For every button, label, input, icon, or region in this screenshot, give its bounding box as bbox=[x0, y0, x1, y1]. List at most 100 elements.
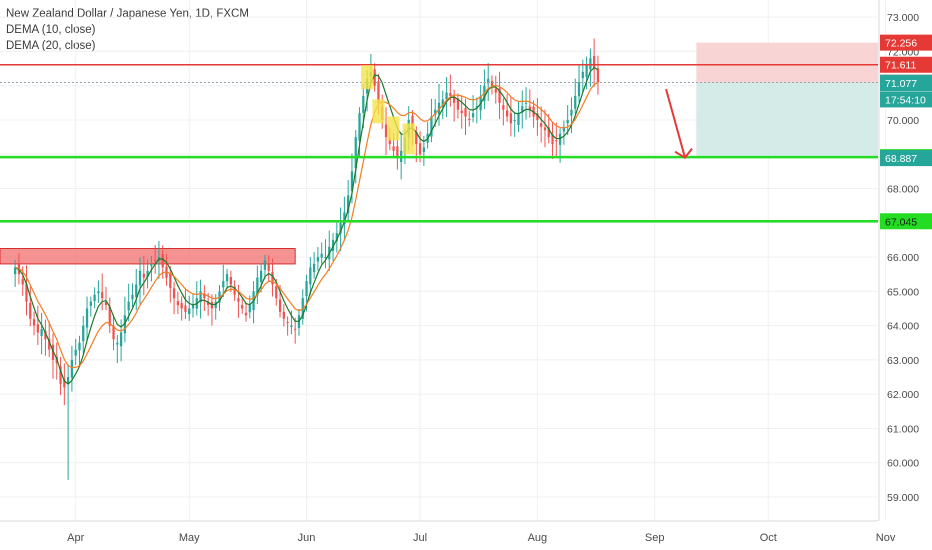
candle-body bbox=[354, 137, 357, 169]
candle-body bbox=[581, 71, 584, 79]
candle-body bbox=[422, 147, 425, 153]
candle-body bbox=[339, 222, 342, 234]
candle-body bbox=[119, 332, 123, 347]
candle-body bbox=[460, 110, 463, 114]
candle-body bbox=[263, 260, 267, 270]
price-tick: 61.000 bbox=[887, 423, 919, 435]
candle-body bbox=[207, 302, 210, 306]
candle-body bbox=[131, 294, 134, 300]
candle-body bbox=[248, 305, 251, 313]
candle-body bbox=[191, 305, 195, 309]
price-label: 71.611 bbox=[885, 60, 916, 72]
price-tick: 73.000 bbox=[887, 12, 919, 24]
candle-body bbox=[74, 349, 77, 356]
candle-body bbox=[286, 322, 289, 324]
candle-body bbox=[127, 301, 130, 311]
price-label: 72.256 bbox=[885, 38, 917, 50]
down-arrow bbox=[665, 88, 686, 158]
price-label-box bbox=[880, 34, 932, 51]
candle-body bbox=[21, 278, 24, 285]
candle-body bbox=[449, 92, 452, 96]
candle-body bbox=[51, 344, 55, 360]
candle-body bbox=[123, 315, 127, 334]
highlight-marker bbox=[361, 65, 374, 90]
candle-body bbox=[464, 108, 467, 117]
candle-body bbox=[267, 263, 270, 271]
highlight-marker bbox=[387, 116, 400, 141]
candle-body bbox=[528, 106, 531, 110]
candle-body bbox=[494, 88, 497, 93]
candle-body bbox=[593, 56, 596, 69]
price-tick: 60.000 bbox=[887, 458, 919, 470]
candle-body bbox=[513, 119, 516, 121]
horizontal-levels bbox=[0, 63, 878, 223]
candle-body bbox=[543, 127, 547, 131]
time-tick: Sep bbox=[645, 532, 665, 544]
candle-body bbox=[305, 281, 308, 297]
candle-body bbox=[498, 88, 501, 103]
candle-body bbox=[48, 338, 51, 350]
candle-body bbox=[59, 366, 62, 384]
candle-body bbox=[161, 254, 164, 268]
candle-body bbox=[271, 271, 274, 285]
candle-body bbox=[25, 283, 28, 302]
candle-body bbox=[154, 259, 157, 261]
price-label-box bbox=[880, 150, 932, 167]
candle-body bbox=[540, 123, 543, 127]
candle-body bbox=[225, 274, 229, 282]
candle-body bbox=[282, 311, 285, 319]
candle-body bbox=[335, 233, 338, 242]
candle-body bbox=[547, 127, 550, 138]
candle-body bbox=[445, 92, 448, 100]
candle-body bbox=[312, 263, 316, 273]
candle-body bbox=[36, 324, 39, 333]
candle-body bbox=[388, 137, 391, 144]
candle-body bbox=[418, 143, 422, 155]
candle-body bbox=[294, 328, 297, 330]
time-tick: Oct bbox=[760, 532, 777, 544]
candle-body bbox=[555, 140, 558, 142]
candle-body bbox=[574, 95, 577, 109]
candle-body bbox=[596, 68, 600, 83]
down-arrow-head bbox=[674, 148, 693, 159]
time-tick: Jun bbox=[298, 532, 316, 544]
price-tick: 63.000 bbox=[887, 355, 919, 367]
candle-body bbox=[44, 330, 47, 340]
candle-body bbox=[142, 273, 145, 278]
time-tick: Nov bbox=[876, 532, 896, 544]
candle-body bbox=[468, 118, 471, 120]
candle-body bbox=[316, 257, 320, 262]
candle-body bbox=[585, 65, 588, 77]
candle-body bbox=[521, 106, 524, 113]
candle-body bbox=[384, 124, 388, 138]
candle-body bbox=[377, 81, 380, 103]
candle-body bbox=[411, 115, 414, 131]
candle-body bbox=[203, 293, 206, 299]
candle-body bbox=[430, 116, 433, 137]
candle-body bbox=[97, 291, 100, 294]
candle-body bbox=[116, 342, 119, 345]
candle-body bbox=[14, 267, 17, 275]
candle-body bbox=[517, 113, 520, 125]
candle-body bbox=[40, 329, 43, 336]
candle-body bbox=[169, 273, 172, 288]
price-tick: 62.000 bbox=[887, 389, 919, 401]
candle-body bbox=[343, 212, 346, 225]
candle-body bbox=[373, 69, 376, 86]
time-axis[interactable]: Apr May Jun Jul Aug Sep Oct Nov bbox=[0, 520, 896, 544]
candle-body bbox=[180, 303, 183, 309]
candle-body bbox=[589, 58, 592, 70]
legend-dema10: DEMA (10, close) bbox=[6, 24, 96, 36]
candle-body bbox=[176, 301, 180, 306]
price-label: 67.045 bbox=[885, 216, 917, 228]
candle-body bbox=[82, 325, 85, 342]
candle-body bbox=[320, 253, 323, 258]
legend-dema20: DEMA (20, close) bbox=[6, 40, 96, 52]
price-label-box bbox=[880, 91, 932, 108]
price-axis[interactable]: 59.000 60.000 61.000 62.000 63.000 64.000 65.0… bbox=[878, 0, 932, 521]
candle-body bbox=[441, 99, 444, 108]
price-tick: 70.000 bbox=[887, 115, 919, 127]
candle-body bbox=[66, 377, 70, 385]
price-label-box bbox=[880, 213, 932, 230]
